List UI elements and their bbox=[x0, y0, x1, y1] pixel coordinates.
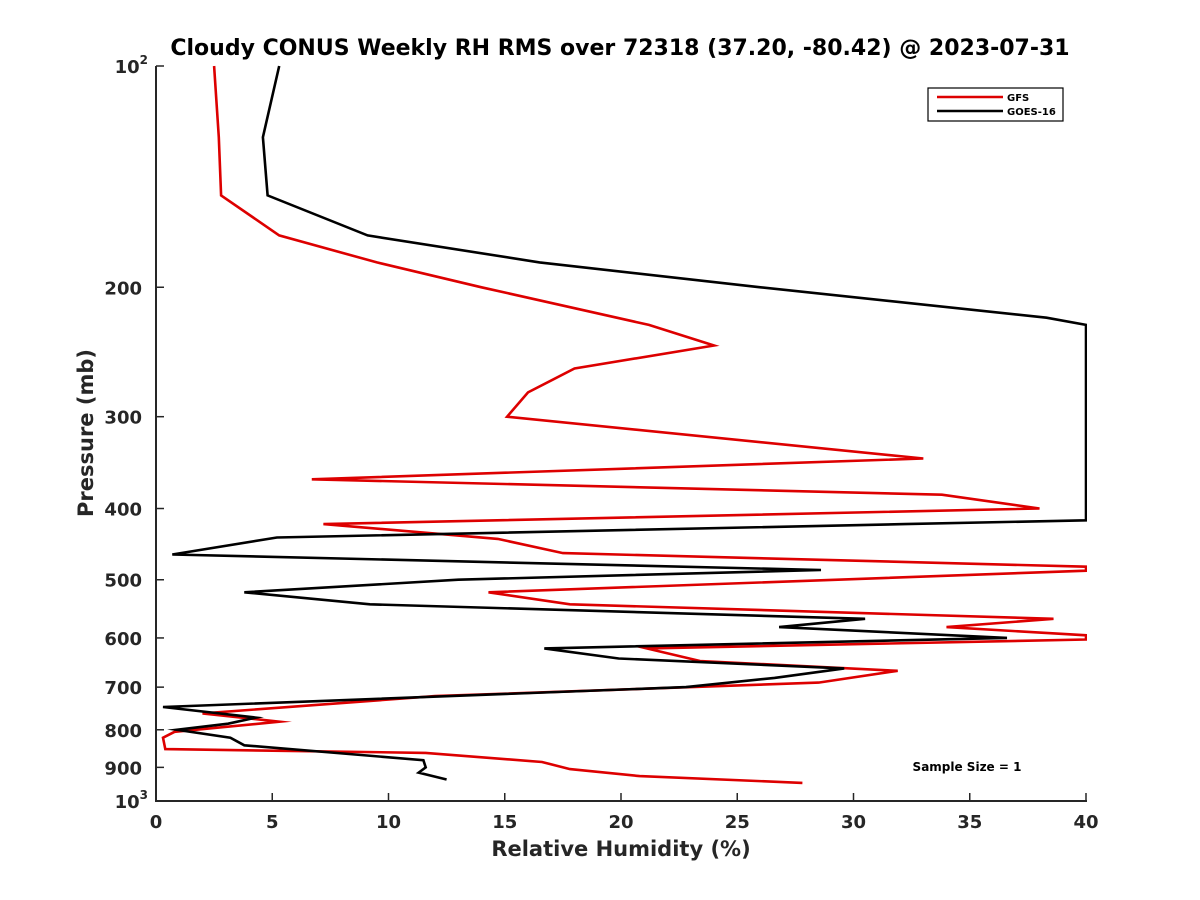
y-tick-label-power: 103 bbox=[115, 788, 148, 813]
y-tick-label: 600 bbox=[104, 629, 142, 650]
y-tick-label: 300 bbox=[104, 408, 142, 429]
y-tick-label: 400 bbox=[104, 500, 142, 521]
y-tick-label: 700 bbox=[104, 678, 142, 699]
x-axis-label: Relative Humidity (%) bbox=[491, 837, 750, 861]
x-ticks: 0 5 10 15 20 25 30 35 40 bbox=[150, 793, 1099, 833]
sample-size-annotation: Sample Size = 1 bbox=[913, 760, 1022, 774]
y-tick-label: 500 bbox=[104, 571, 142, 592]
x-tick-label: 35 bbox=[957, 812, 982, 833]
x-tick-label: 30 bbox=[841, 812, 866, 833]
x-tick-label: 10 bbox=[376, 812, 401, 833]
x-tick-label: 15 bbox=[492, 812, 517, 833]
y-tick-label-power: 102 bbox=[115, 53, 148, 78]
x-tick-label: 40 bbox=[1073, 812, 1098, 833]
plot-lines bbox=[161, 65, 1087, 785]
y-tick-label: 800 bbox=[104, 721, 142, 742]
chart-title: Cloudy CONUS Weekly RH RMS over 72318 (3… bbox=[170, 36, 1069, 61]
series-line-goes-16 bbox=[162, 65, 1087, 781]
y-tick-label: 900 bbox=[104, 758, 142, 779]
legend: GFS GOES-16 bbox=[927, 87, 1064, 122]
x-tick-label: 0 bbox=[150, 812, 163, 833]
legend-label-goes-16: GOES-16 bbox=[1007, 107, 1056, 118]
series-line-gfs bbox=[161, 65, 1087, 785]
y-ticks: 200 300 400 500 600 700 800 900 102 103 bbox=[104, 53, 164, 813]
x-tick-label: 25 bbox=[725, 812, 750, 833]
y-tick-label: 200 bbox=[104, 278, 142, 299]
y-axis-label: Pressure (mb) bbox=[74, 349, 98, 517]
x-tick-label: 5 bbox=[266, 812, 279, 833]
x-tick-label: 20 bbox=[608, 812, 633, 833]
legend-box bbox=[927, 87, 1064, 122]
legend-label-gfs: GFS bbox=[1007, 93, 1029, 104]
